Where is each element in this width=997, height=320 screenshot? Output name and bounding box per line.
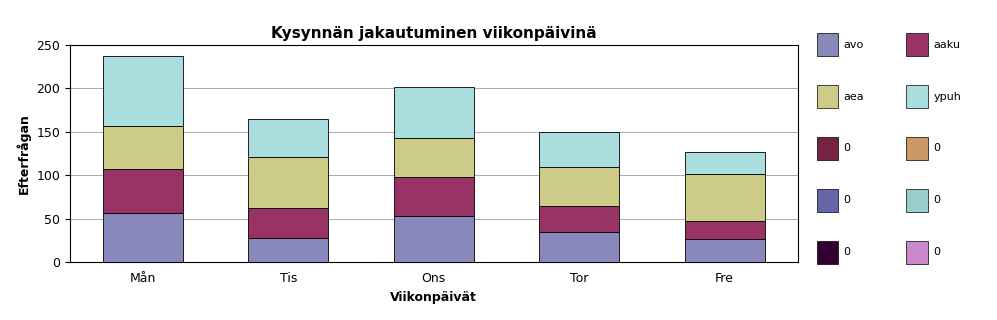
Bar: [103, 213, 182, 262]
Bar: [539, 132, 619, 167]
Bar: [817, 137, 838, 160]
Text: aea: aea: [843, 92, 864, 102]
Text: ypuh: ypuh: [933, 92, 961, 102]
Bar: [685, 174, 765, 221]
Bar: [248, 119, 328, 157]
Bar: [248, 157, 328, 208]
Bar: [539, 206, 619, 232]
Text: 0: 0: [843, 247, 850, 257]
Y-axis label: Efterfrågan: Efterfrågan: [16, 113, 31, 194]
Bar: [817, 33, 838, 56]
Bar: [906, 189, 928, 212]
Bar: [906, 33, 928, 56]
Bar: [685, 221, 765, 239]
Bar: [394, 87, 474, 138]
Bar: [394, 138, 474, 177]
Title: Kysynnän jakautuminen viikonpäivinä: Kysynnän jakautuminen viikonpäivinä: [271, 26, 596, 41]
Text: 0: 0: [843, 143, 850, 154]
Text: avo: avo: [843, 40, 863, 50]
Bar: [103, 169, 182, 213]
Bar: [817, 241, 838, 264]
Bar: [817, 85, 838, 108]
Text: aaku: aaku: [933, 40, 960, 50]
Bar: [817, 189, 838, 212]
Bar: [248, 238, 328, 262]
Bar: [685, 239, 765, 262]
Bar: [906, 137, 928, 160]
Bar: [685, 152, 765, 174]
Bar: [103, 56, 182, 126]
Text: 0: 0: [843, 195, 850, 205]
X-axis label: Viikonpäivät: Viikonpäivät: [390, 291, 478, 304]
Bar: [248, 208, 328, 238]
Text: 0: 0: [933, 143, 940, 154]
Bar: [539, 167, 619, 206]
Bar: [103, 126, 182, 169]
Bar: [539, 232, 619, 262]
Bar: [394, 177, 474, 216]
Text: 0: 0: [933, 247, 940, 257]
Text: 0: 0: [933, 195, 940, 205]
Bar: [394, 216, 474, 262]
Bar: [906, 241, 928, 264]
Bar: [906, 85, 928, 108]
